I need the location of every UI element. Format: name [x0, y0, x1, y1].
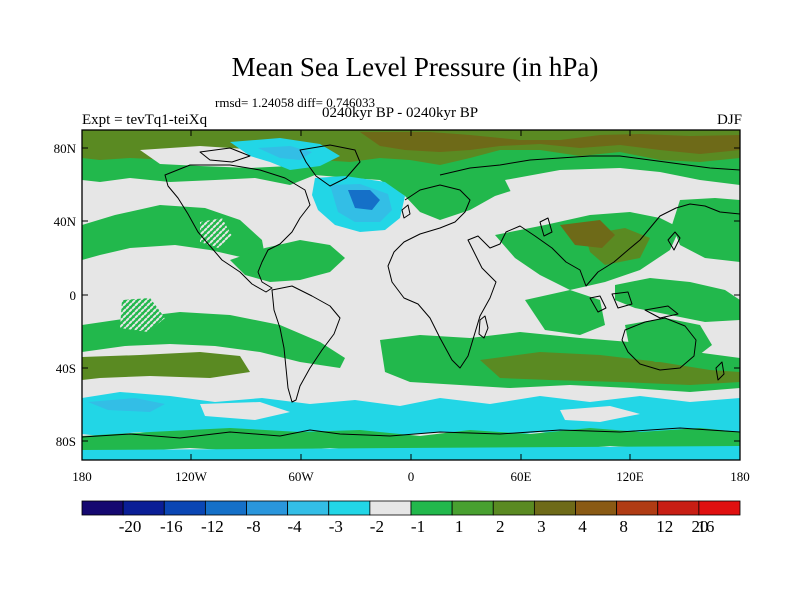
north-america-coast — [164, 164, 311, 293]
colorbar-label: 16 — [697, 517, 715, 536]
colorbar-label: -2 — [369, 517, 384, 536]
lat-label-80n: 80N — [53, 141, 76, 156]
lat-label-40s: 40S — [55, 361, 76, 376]
lat-label-eq: 0 — [69, 288, 77, 303]
colorbar-box — [575, 500, 618, 516]
north-atlantic-blue — [348, 190, 380, 210]
colorbar-box — [328, 500, 371, 516]
colorbar-label: -16 — [159, 517, 183, 536]
antarctica-cyan — [82, 446, 740, 460]
colorbar-label: -8 — [246, 517, 261, 536]
colorbar-box — [533, 500, 576, 516]
colorbar-box — [410, 500, 453, 516]
antarctica-green — [82, 428, 740, 452]
colorbar-box — [81, 500, 124, 516]
map-frame — [81, 129, 741, 461]
new-zealand-coast — [715, 361, 725, 381]
lat-label-40n: 40N — [53, 214, 76, 229]
lon-label-120e: 120E — [616, 469, 644, 484]
tibet-brown — [560, 220, 615, 248]
colorbar-label: 2 — [496, 517, 505, 536]
lon-label-60e: 60E — [510, 469, 532, 484]
caspian-outline — [539, 217, 553, 237]
britain-coast — [401, 204, 411, 219]
colorbar-label: -20 — [118, 517, 142, 536]
south-pacific-olive — [82, 352, 250, 380]
greenland-lightblue — [258, 146, 312, 160]
america-green — [230, 240, 345, 282]
australia-coast — [621, 317, 697, 371]
colorbar-box — [369, 500, 412, 516]
new-guinea-coast — [644, 305, 679, 319]
coastlines — [82, 144, 740, 439]
greenland-coast — [299, 144, 361, 187]
southern-ocean-white-2 — [560, 406, 640, 422]
canada-islands — [199, 147, 251, 163]
lon-label-180w: 180 — [72, 469, 92, 484]
indian-ocean-green — [525, 290, 605, 335]
sumatra-coast — [589, 295, 607, 313]
tropical-west-pacific-green — [615, 278, 740, 322]
eurasia-north-coast — [439, 155, 740, 176]
colorbar-box — [698, 500, 741, 516]
colorbar-box — [657, 500, 700, 516]
colorbar-box — [616, 500, 659, 516]
borneo-coast — [611, 291, 633, 309]
europe-africa-coast — [387, 184, 740, 369]
lon-label-120w: 120W — [175, 469, 207, 484]
siberia-white — [505, 168, 740, 205]
plot-title: Mean Sea Level Pressure (in hPa) — [231, 52, 599, 82]
colorbar-box — [246, 500, 289, 516]
colorbar-label: 3 — [537, 517, 546, 536]
colorbar-label: -1 — [410, 517, 426, 536]
japan-coast — [667, 231, 681, 251]
colorbar-label: 1 — [454, 517, 464, 536]
antarctica-coast — [82, 427, 740, 439]
colorbar-box — [451, 500, 494, 516]
colorbar — [81, 500, 741, 516]
southern-ocean-lightblue — [88, 398, 165, 412]
australia-green — [625, 318, 712, 362]
colorbar-box — [287, 500, 330, 516]
southern-ocean-white-1 — [200, 402, 290, 420]
rmsd-diff-subtitle: rmsd= 1.24058 diff= 0.746033 — [215, 95, 375, 110]
colorbar-box — [163, 500, 206, 516]
colorbar-box — [204, 500, 247, 516]
season-label: DJF — [716, 112, 742, 128]
lat-label-80s: 80S — [55, 434, 76, 449]
experiment-label: Expt = tevTq1-teiXq — [82, 112, 208, 128]
period-label: 0240kyr BP - 0240kyr BP — [322, 105, 479, 121]
lon-label-60w: 60W — [288, 469, 314, 484]
south-indian-olive — [480, 352, 740, 385]
south-pacific-hatch — [120, 298, 165, 332]
colorbar-label: 4 — [578, 517, 587, 536]
colorbar-label: 8 — [619, 517, 628, 536]
colorbar-label: 12 — [656, 517, 674, 536]
america-hatch — [200, 218, 232, 248]
west-pacific-green — [672, 198, 740, 262]
colorbar-label: -12 — [201, 517, 224, 536]
pressure-difference-field — [82, 130, 740, 460]
colorbar-box — [122, 500, 165, 516]
colorbar-box — [492, 500, 535, 516]
lon-label-180e: 180 — [730, 469, 750, 484]
colorbar-label: -4 — [287, 517, 302, 536]
colorbar-label: -3 — [328, 517, 343, 536]
madagascar-coast — [478, 315, 489, 339]
colorbar-label: 20 — [691, 517, 709, 536]
lon-label-0: 0 — [407, 469, 415, 484]
arctic-brown — [360, 132, 740, 154]
south-america-coast — [271, 285, 341, 403]
